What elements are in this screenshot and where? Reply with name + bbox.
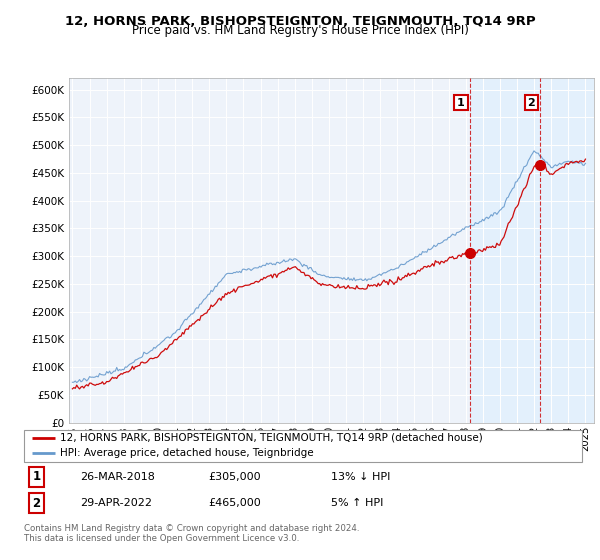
Text: 29-APR-2022: 29-APR-2022 bbox=[80, 498, 152, 508]
Text: £305,000: £305,000 bbox=[208, 472, 261, 482]
Text: 26-MAR-2018: 26-MAR-2018 bbox=[80, 472, 155, 482]
Text: 2: 2 bbox=[527, 97, 535, 108]
Text: 12, HORNS PARK, BISHOPSTEIGNTON, TEIGNMOUTH, TQ14 9RP (detached house): 12, HORNS PARK, BISHOPSTEIGNTON, TEIGNMO… bbox=[60, 433, 483, 442]
Text: HPI: Average price, detached house, Teignbridge: HPI: Average price, detached house, Teig… bbox=[60, 448, 314, 458]
Text: 13% ↓ HPI: 13% ↓ HPI bbox=[331, 472, 390, 482]
Text: Price paid vs. HM Land Registry's House Price Index (HPI): Price paid vs. HM Land Registry's House … bbox=[131, 24, 469, 38]
Text: 1: 1 bbox=[457, 97, 465, 108]
Text: 12, HORNS PARK, BISHOPSTEIGNTON, TEIGNMOUTH, TQ14 9RP: 12, HORNS PARK, BISHOPSTEIGNTON, TEIGNMO… bbox=[65, 15, 535, 28]
Text: £465,000: £465,000 bbox=[208, 498, 261, 508]
FancyBboxPatch shape bbox=[24, 430, 582, 462]
Text: 5% ↑ HPI: 5% ↑ HPI bbox=[331, 498, 383, 508]
Text: 1: 1 bbox=[32, 470, 40, 483]
Bar bbox=[470, 78, 594, 423]
Text: Contains HM Land Registry data © Crown copyright and database right 2024.
This d: Contains HM Land Registry data © Crown c… bbox=[24, 524, 359, 543]
Text: 2: 2 bbox=[32, 497, 40, 510]
